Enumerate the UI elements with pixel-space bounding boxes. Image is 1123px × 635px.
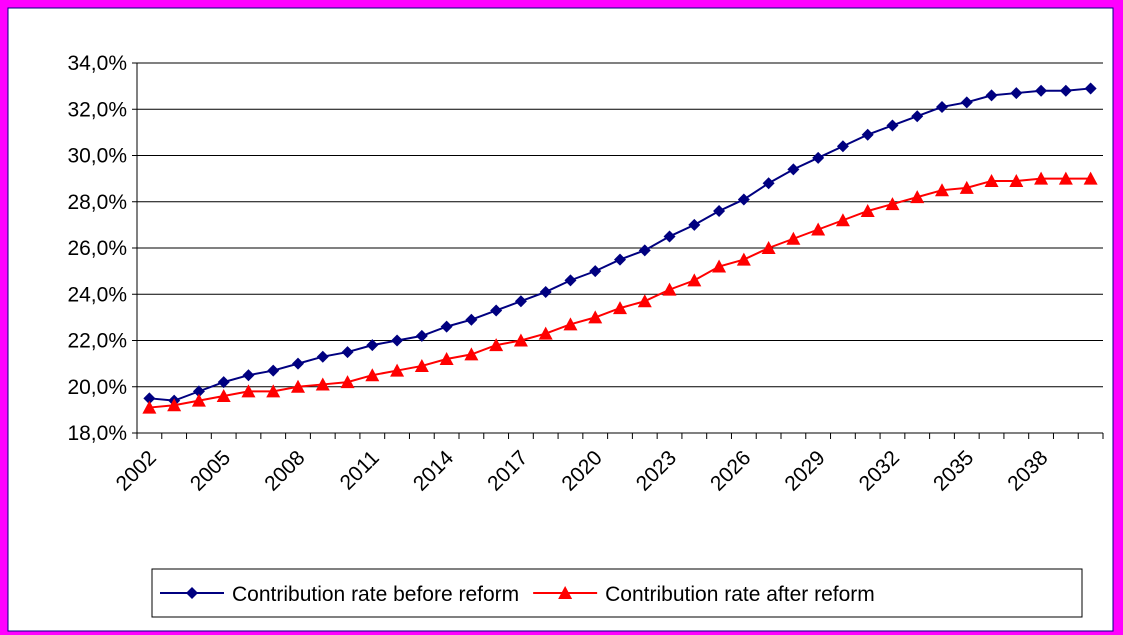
- legend-label: Contribution rate after reform: [605, 583, 875, 606]
- data-point: [563, 317, 578, 331]
- data-point: [464, 347, 479, 361]
- data-point: [712, 259, 727, 273]
- data-point: [267, 364, 280, 377]
- data-point: [688, 218, 701, 231]
- data-point: [514, 295, 527, 308]
- legend-label: Contribution rate before reform: [232, 583, 519, 606]
- y-tick-label: 32,0%: [67, 98, 127, 121]
- data-point: [192, 385, 205, 398]
- chart-area: [7, 7, 1114, 632]
- data-point: [1010, 87, 1023, 100]
- y-tick-label: 20,0%: [67, 376, 127, 399]
- data-point: [886, 119, 899, 132]
- data-point: [959, 180, 974, 194]
- data-point: [861, 128, 874, 141]
- data-point: [241, 384, 256, 398]
- data-point: [539, 285, 552, 298]
- data-point: [143, 392, 156, 405]
- data-point: [489, 338, 504, 352]
- data-point: [713, 205, 726, 217]
- data-point: [340, 375, 355, 389]
- data-point: [737, 193, 750, 206]
- data-point: [911, 110, 924, 123]
- data-point: [242, 369, 255, 382]
- y-tick-label: 28,0%: [67, 191, 127, 214]
- data-point: [191, 393, 206, 407]
- data-point: [1034, 171, 1049, 185]
- data-point: [662, 282, 677, 296]
- data-point: [291, 379, 305, 393]
- y-tick-label: 22,0%: [67, 330, 127, 353]
- y-tick-label: 18,0%: [67, 422, 127, 445]
- data-point: [538, 326, 553, 340]
- data-point: [316, 350, 329, 363]
- data-point: [637, 294, 652, 308]
- data-point: [315, 377, 330, 391]
- data-point: [638, 244, 651, 257]
- data-point: [440, 320, 453, 333]
- data-point: [490, 304, 503, 317]
- data-point: [762, 177, 775, 190]
- data-point: [736, 252, 751, 266]
- data-point: [216, 389, 231, 402]
- data-point: [366, 339, 379, 352]
- data-point: [811, 222, 826, 236]
- data-point: [936, 100, 948, 113]
- data-point: [614, 253, 626, 266]
- data-point: [266, 384, 281, 398]
- data-point: [985, 89, 998, 102]
- data-point: [1084, 82, 1097, 95]
- legend-box: [151, 568, 1083, 618]
- data-point: [365, 368, 380, 382]
- y-tick-label: 30,0%: [67, 145, 127, 168]
- data-point: [292, 357, 304, 370]
- data-point: [588, 310, 603, 324]
- data-point: [787, 163, 800, 176]
- data-point: [613, 301, 627, 315]
- data-point: [391, 334, 404, 347]
- data-point: [663, 230, 676, 243]
- data-point: [1009, 173, 1024, 187]
- data-point: [836, 140, 849, 153]
- data-point: [984, 173, 999, 187]
- data-point: [687, 273, 702, 287]
- data-point: [439, 352, 454, 365]
- data-point: [1083, 171, 1098, 185]
- data-point: [786, 231, 801, 245]
- data-point: [390, 363, 405, 377]
- data-point: [564, 274, 577, 287]
- data-point: [589, 265, 602, 278]
- data-point: [835, 213, 850, 227]
- data-point: [1058, 171, 1073, 185]
- data-point: [885, 197, 900, 211]
- data-point: [167, 398, 182, 412]
- y-tick-label: 26,0%: [67, 237, 127, 260]
- data-point: [341, 346, 354, 359]
- data-point: [761, 241, 776, 254]
- data-point: [960, 96, 973, 109]
- y-tick-label: 34,0%: [67, 52, 127, 75]
- data-point: [513, 333, 528, 347]
- data-point: [217, 376, 230, 389]
- legend: Contribution rate before reform Contribut…: [151, 568, 1083, 618]
- data-point: [1059, 84, 1072, 97]
- legend-marker: [186, 587, 198, 599]
- data-point: [415, 329, 428, 342]
- legend-marker: [558, 586, 573, 599]
- data-point: [414, 358, 429, 372]
- data-point: [935, 183, 949, 197]
- data-point: [910, 190, 925, 204]
- data-point: [1035, 84, 1048, 97]
- data-point: [465, 313, 478, 326]
- data-point: [812, 151, 825, 164]
- data-point: [860, 204, 875, 217]
- y-tick-label: 24,0%: [67, 283, 127, 306]
- data-point: [142, 400, 157, 414]
